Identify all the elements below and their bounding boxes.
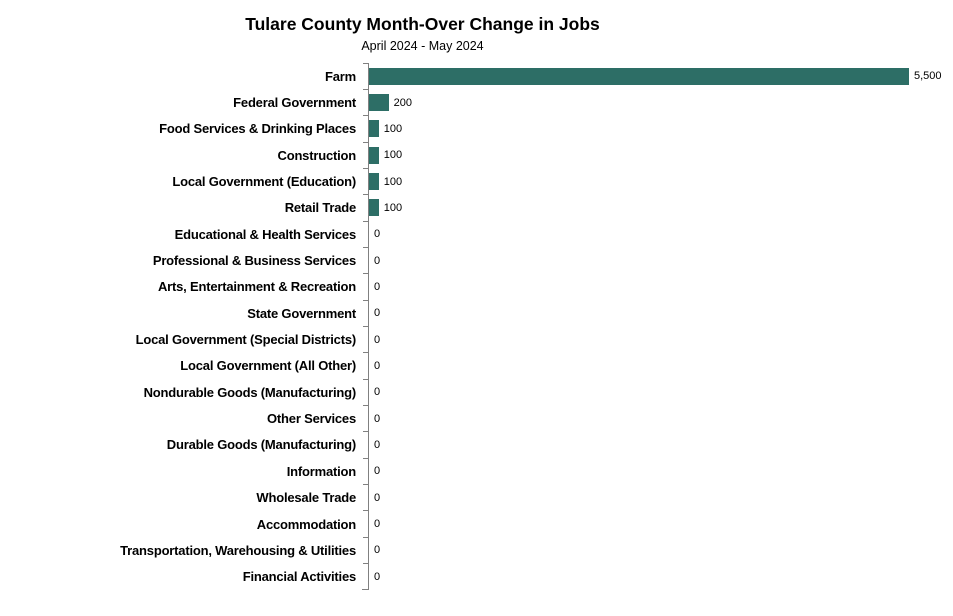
bar-row: Information 0 [0,457,953,485]
axis-and-bar-zone: 100 [363,167,953,195]
category-label: Local Government (Special Districts) [135,332,357,348]
value-label: 100 [383,201,403,214]
axis-and-bar-zone: 0 [363,457,953,485]
bar-row: Food Services & Drinking Places 100 [0,115,953,143]
axis-and-bar-zone: 5,500 [363,62,953,90]
bar-row: Local Government (Education) 100 [0,167,953,195]
bar-segment [369,173,379,191]
value-label: 0 [374,465,381,478]
bar-row: Nondurable Goods (Manufacturing) 0 [0,378,953,406]
axis-and-bar-zone: 0 [363,563,953,590]
category-label: Arts, Entertainment & Recreation [157,279,356,295]
axis-and-bar-zone: 0 [363,510,953,538]
bar-row: Federal Government 200 [0,88,953,116]
bar-rows: Farm 5,500 Federal Government 200 Food S… [0,62,953,590]
value-label: 0 [374,438,381,451]
value-label: 0 [374,333,381,346]
value-label: 0 [374,307,381,320]
category-label: Financial Activities [242,569,356,585]
bar-row: Retail Trade 100 [0,194,953,222]
value-label: 5,500 [914,70,942,83]
category-label: Accommodation [256,516,356,532]
category-label: Transportation, Warehousing & Utilities [120,542,356,558]
axis-and-bar-zone: 0 [363,220,953,248]
bar-row: Other Services 0 [0,404,953,432]
chart-header: Tulare County Month-Over Change in Jobs … [0,0,845,55]
bar-row: Durable Goods (Manufacturing) 0 [0,431,953,459]
axis-and-bar-zone: 0 [363,431,953,459]
bar-row: Local Government (Special Districts) 0 [0,325,953,353]
value-label: 0 [374,228,381,241]
axis-and-bar-zone: 0 [363,325,953,353]
bar-segment [369,199,379,217]
bar-row: Local Government (All Other) 0 [0,352,953,380]
category-label: Wholesale Trade [256,490,356,506]
axis-and-bar-zone: 0 [363,378,953,406]
value-label: 0 [374,570,381,583]
value-label: 0 [374,359,381,372]
bar-segment [369,94,389,112]
bar-segment [369,67,909,85]
bar-row: Accommodation 0 [0,510,953,538]
bar-row: Arts, Entertainment & Recreation 0 [0,273,953,301]
axis-and-bar-zone: 100 [363,115,953,143]
bar-row: Educational & Health Services 0 [0,220,953,248]
bar-row: Construction 100 [0,141,953,169]
bar-segment [369,120,379,138]
category-label: Local Government (Education) [172,174,356,190]
axis-and-bar-zone: 0 [363,299,953,327]
chart-title: Tulare County Month-Over Change in Jobs [245,14,600,34]
category-label: Local Government (All Other) [180,358,356,374]
axis-and-bar-zone: 0 [363,483,953,511]
value-label: 100 [383,175,403,188]
value-label: 100 [383,149,403,162]
bar-row: Transportation, Warehousing & Utilities … [0,536,953,564]
bar-row: Financial Activities 0 [0,563,953,590]
bar-row: Farm 5,500 [0,62,953,90]
bar-segment [369,146,379,164]
axis-and-bar-zone: 0 [363,273,953,301]
axis-and-bar-zone: 0 [363,246,953,274]
value-label: 0 [374,386,381,399]
value-label: 200 [393,96,412,109]
category-label: Nondurable Goods (Manufacturing) [143,384,357,400]
category-label: Retail Trade [284,200,356,216]
category-label: Professional & Business Services [152,253,356,269]
category-label: Food Services & Drinking Places [159,121,356,137]
value-label: 0 [374,544,381,557]
category-label: Information [286,463,356,479]
category-label: Federal Government [233,95,356,111]
value-label: 100 [383,122,403,135]
category-label: State Government [247,305,356,321]
category-label: Farm [325,68,356,84]
value-label: 0 [374,412,381,425]
bar-row: State Government 0 [0,299,953,327]
value-label: 0 [374,280,381,293]
value-label: 0 [374,518,381,531]
bar-row: Wholesale Trade 0 [0,483,953,511]
category-label: Other Services [267,411,356,427]
chart-subtitle: April 2024 - May 2024 [361,39,484,53]
axis-and-bar-zone: 0 [363,352,953,380]
axis-and-bar-zone: 0 [363,536,953,564]
value-label: 0 [374,491,381,504]
category-label: Construction [277,147,357,163]
value-label: 0 [374,254,381,267]
axis-and-bar-zone: 200 [363,88,953,116]
bar-row: Professional & Business Services 0 [0,246,953,274]
axis-and-bar-zone: 0 [363,404,953,432]
axis-and-bar-zone: 100 [363,194,953,222]
plot-area: Farm 5,500 Federal Government 200 Food S… [0,62,953,590]
category-label: Durable Goods (Manufacturing) [166,437,356,453]
category-label: Educational & Health Services [174,226,357,242]
axis-and-bar-zone: 100 [363,141,953,169]
